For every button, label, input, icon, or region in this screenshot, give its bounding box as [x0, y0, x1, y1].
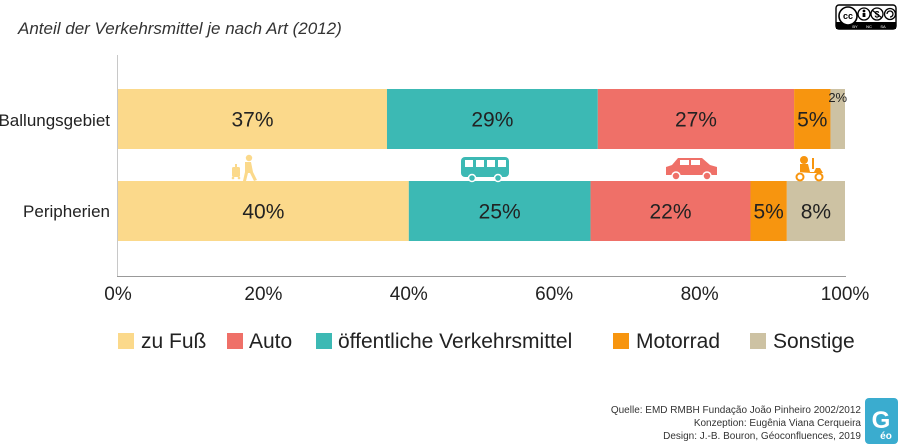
data-label-ballungsgebiet-auto: 27%: [675, 109, 717, 132]
svg-text:SA: SA: [880, 24, 886, 29]
chart-title: Anteil der Verkehrsmittel je nach Art (2…: [17, 19, 342, 38]
bus-icon: [461, 157, 509, 183]
x-tick-label-5: 100%: [821, 284, 870, 305]
data-label-peripherien-motorrad: 5%: [753, 201, 783, 224]
bar-peripherien-auto: [590, 181, 751, 241]
sa-icon: [883, 7, 897, 21]
bar-ballungsgebiet-zu-fuss: [118, 89, 387, 149]
svg-text:éo: éo: [880, 431, 892, 442]
data-label-peripherien-sonstige: 8%: [801, 201, 831, 224]
svg-text:cc: cc: [843, 11, 853, 21]
legend-item-zu-fuss: zu Fuß: [118, 330, 206, 353]
legend-swatch: [118, 333, 134, 349]
geoconfluences-logo: G éo: [865, 398, 898, 444]
x-tick-label-1: 20%: [244, 284, 282, 305]
bar-peripherien-oeffentliche-verkehrsmittel: [408, 181, 591, 241]
legend-item-oeffentliche-verkehrsmittel: öffentliche Verkehrsmittel: [316, 330, 572, 353]
legend-label: Motorrad: [636, 330, 720, 353]
bar-ballungsgebiet-auto: [597, 89, 795, 149]
legend-swatch: [316, 333, 332, 349]
svg-text:NC: NC: [866, 24, 872, 29]
cc-license-badge: cc $ BY NC SA: [835, 4, 897, 30]
x-tick-label-2: 40%: [390, 284, 428, 305]
legend-label: öffentliche Verkehrsmittel: [338, 330, 572, 353]
legend-swatch: [227, 333, 243, 349]
bar-ballungsgebiet-sonstige: [830, 89, 845, 149]
bar-peripherien-zu-fuss: [118, 181, 409, 241]
legend-label: Auto: [249, 330, 292, 353]
nc-icon: $: [870, 7, 884, 21]
x-ticks-group: 0% 20% 40% 60% 80% 100%: [104, 284, 869, 305]
bar-ballungsgebiet-motorrad: [794, 89, 831, 149]
legend: zu Fuß Auto öffentliche Verkehrsmittel M…: [118, 330, 855, 353]
category-label-peripherien: Peripherien: [23, 202, 110, 221]
data-label-ballungsgebiet-oeffentliche-verkehrsmittel: 29%: [471, 109, 513, 132]
x-tick-label-4: 80%: [681, 284, 719, 305]
svg-text:BY: BY: [852, 24, 858, 29]
data-label-ballungsgebiet-zu-fuss: 37%: [231, 109, 273, 132]
cc-icon: cc: [838, 6, 858, 26]
category-label-ballungsgebiet: Ballungsgebiet: [0, 111, 110, 130]
data-label-ballungsgebiet-sonstige: 2%: [828, 90, 847, 105]
bar-peripherien-motorrad: [750, 181, 787, 241]
scooter-icon: [795, 156, 824, 182]
legend-item-motorrad: Motorrad: [613, 330, 720, 353]
credits: Quelle: EMD RMBH Fundação João Pinheiro …: [611, 405, 862, 442]
credit-source: Quelle: EMD RMBH Fundação João Pinheiro …: [611, 405, 862, 416]
data-label-peripherien-auto: 22%: [650, 201, 692, 224]
data-label-ballungsgebiet-motorrad: 5%: [797, 109, 827, 132]
data-label-peripherien-oeffentliche-verkehrsmittel: 25%: [479, 201, 521, 224]
legend-item-auto: Auto: [227, 330, 292, 353]
bar-ballungsgebiet-oeffentliche-verkehrsmittel: [386, 89, 598, 149]
svg-text:G: G: [872, 407, 891, 434]
legend-swatch: [750, 333, 766, 349]
legend-item-sonstige: Sonstige: [750, 330, 855, 353]
credit-concept: Konzeption: Eugênia Viana Cerqueira: [694, 418, 862, 429]
pedestrian-icon: [231, 154, 257, 181]
x-tick-label-0: 0%: [104, 284, 132, 305]
legend-swatch: [613, 333, 629, 349]
bar-peripherien-sonstige: [786, 181, 845, 241]
by-icon: [857, 7, 871, 21]
car-icon: [666, 158, 717, 181]
legend-label: zu Fuß: [141, 330, 206, 353]
credit-design: Design: J.-B. Bouron, Géoconfluences, 20…: [663, 431, 861, 442]
data-label-peripherien-zu-fuss: 40%: [242, 201, 284, 224]
legend-label: Sonstige: [773, 330, 855, 353]
bars-group: 37% 29% 27% 5%2%40% 25% 22% 5% 8%: [118, 89, 848, 241]
x-tick-label-3: 60%: [535, 284, 573, 305]
